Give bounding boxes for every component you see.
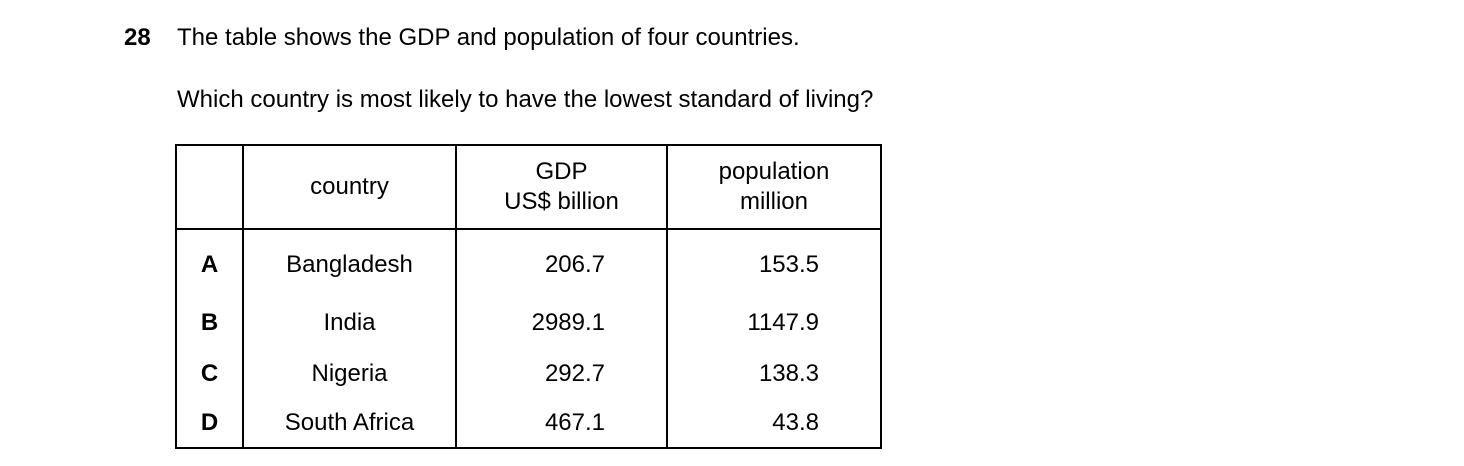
table-row: A Bangladesh 206.7 153.5 bbox=[175, 229, 882, 297]
header-cell: population million bbox=[666, 144, 882, 230]
question-number: 28 bbox=[124, 24, 151, 51]
option-label: B bbox=[175, 297, 244, 348]
table-row: B India 2989.1 1147.9 bbox=[175, 297, 882, 348]
table-row: D South Africa 467.1 43.8 bbox=[175, 399, 882, 449]
header-cell bbox=[175, 144, 244, 230]
table-row: C Nigeria 292.7 138.3 bbox=[175, 348, 882, 399]
header-row: country GDP US$ billion population million bbox=[175, 144, 882, 230]
option-label: D bbox=[175, 399, 244, 449]
header-line: population bbox=[718, 158, 830, 185]
table-cell: 2989.1 bbox=[455, 297, 668, 348]
table-cell: Nigeria bbox=[242, 348, 457, 399]
table-cell: 467.1 bbox=[455, 399, 668, 449]
table-cell: Bangladesh bbox=[242, 229, 457, 297]
header-line: GDP bbox=[535, 158, 588, 185]
table-cell: India bbox=[242, 297, 457, 348]
question-text: The table shows the GDP and population o… bbox=[177, 24, 800, 51]
option-label: C bbox=[175, 348, 244, 399]
table-cell: 1147.9 bbox=[666, 297, 882, 348]
table-cell: 43.8 bbox=[666, 399, 882, 449]
question-text: Which country is most likely to have the… bbox=[177, 86, 874, 113]
table-cell: 292.7 bbox=[455, 348, 668, 399]
table-cell: 138.3 bbox=[666, 348, 882, 399]
header-line: million bbox=[739, 188, 808, 215]
table-cell: 206.7 bbox=[455, 229, 668, 297]
table-cell: 153.5 bbox=[666, 229, 882, 297]
data-table: country GDP US$ billion population million… bbox=[175, 144, 882, 449]
option-label: A bbox=[175, 229, 244, 297]
table-cell: South Africa bbox=[242, 399, 457, 449]
header-cell: GDP US$ billion bbox=[455, 144, 668, 230]
header-cell: country bbox=[242, 144, 457, 230]
header-line: US$ billion bbox=[504, 188, 619, 215]
